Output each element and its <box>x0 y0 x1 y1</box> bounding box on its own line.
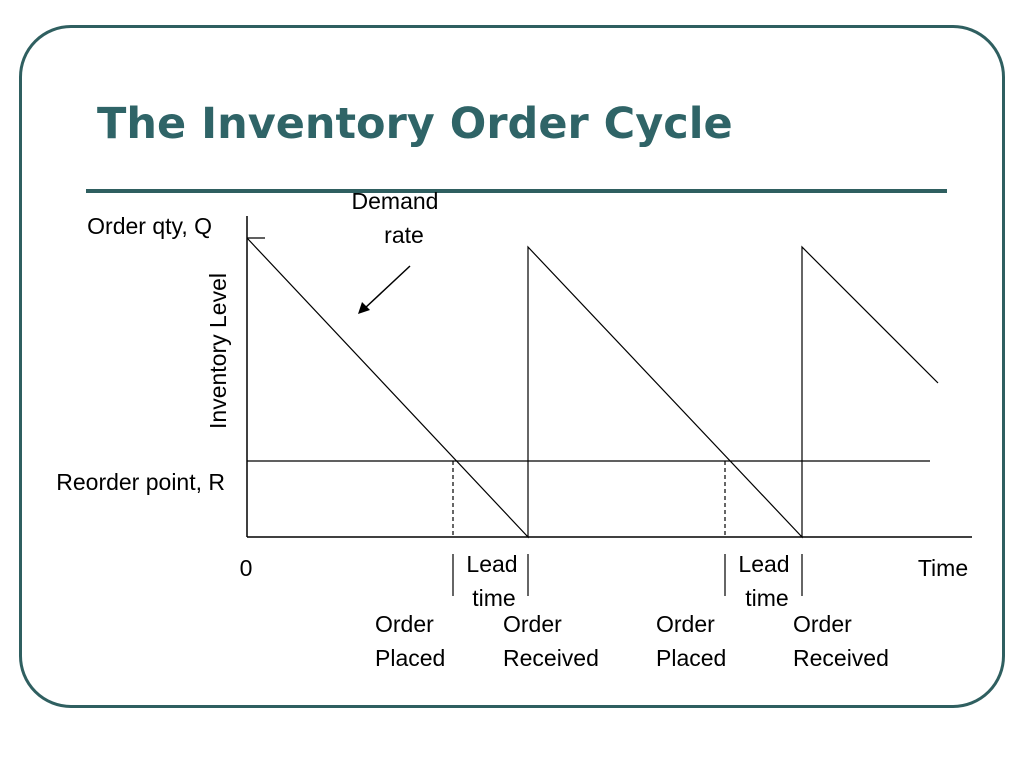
lead-time-label-line1: Lead <box>738 551 789 577</box>
reorder-point-label: Reorder point, R <box>56 469 225 495</box>
order-placed-label-line2: Placed <box>375 645 445 671</box>
order-received-label-line2: Received <box>793 645 889 671</box>
y-axis-label: Inventory Level <box>205 273 231 429</box>
lead-time-label-line2: time <box>472 585 515 611</box>
order-qty-label: Order qty, Q <box>87 213 212 239</box>
demand-rate-label-line1: Demand <box>352 188 439 214</box>
order-received-label-line1: Order <box>793 611 852 637</box>
demand-rate-arrow <box>363 265 411 310</box>
order-placed-label-line1: Order <box>375 611 434 637</box>
inventory-level-line <box>246 237 939 539</box>
order-received-label-line2: Received <box>503 645 599 671</box>
slide-frame <box>19 25 1005 708</box>
order-received-label-line1: Order <box>503 611 562 637</box>
lead-time-label-line2: time <box>745 585 788 611</box>
demand-rate-arrowhead <box>358 302 370 314</box>
order-placed-label-line1: Order <box>656 611 715 637</box>
lead-time-label-line1: Lead <box>466 551 517 577</box>
order-placed-label-line2: Placed <box>656 645 726 671</box>
x-axis-label: Time <box>918 555 968 581</box>
slide-title: The Inventory Order Cycle <box>97 99 733 149</box>
demand-rate-label-line2: rate <box>384 222 424 248</box>
title-underline <box>86 189 947 193</box>
origin-label: 0 <box>240 555 253 581</box>
